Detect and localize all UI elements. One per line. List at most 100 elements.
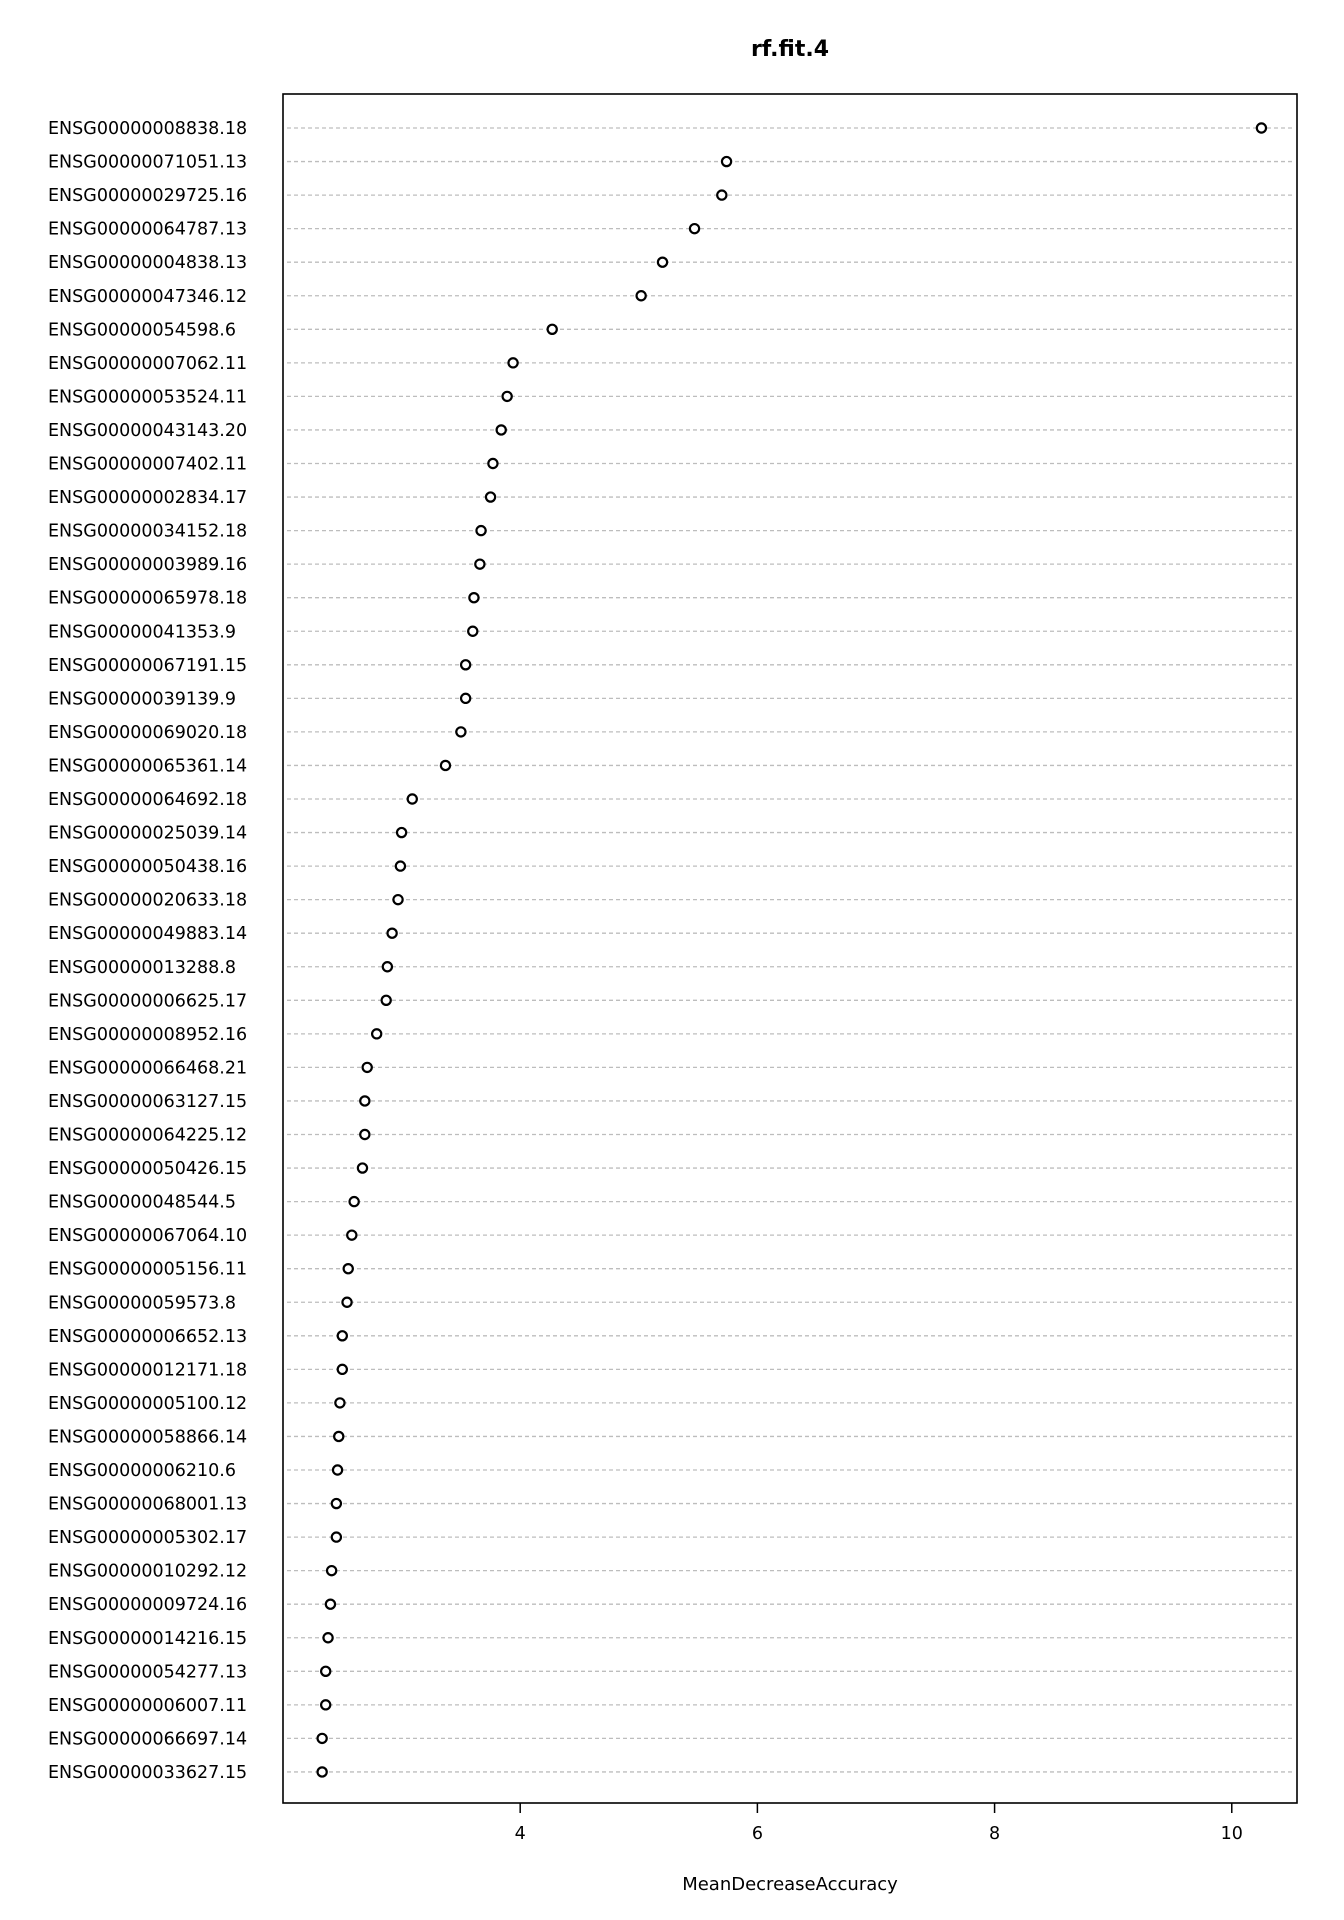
data-point — [346, 1229, 358, 1241]
category-label: ENSG00000008838.18 — [48, 119, 247, 139]
category-label: ENSG00000065978.18 — [48, 589, 247, 609]
category-label: ENSG00000058866.14 — [48, 1427, 247, 1447]
data-point — [656, 256, 669, 268]
category-label: ENSG00000029725.16 — [48, 186, 247, 206]
category-label: ENSG00000005302.17 — [48, 1528, 247, 1548]
data-point — [361, 1061, 373, 1074]
data-point — [475, 524, 487, 537]
data-point — [356, 1162, 369, 1174]
x-tick-label: 8 — [989, 1824, 1000, 1844]
data-point — [688, 222, 701, 235]
data-point — [334, 1397, 346, 1409]
data-point — [474, 558, 486, 570]
category-label: ENSG00000004838.13 — [48, 253, 247, 273]
category-label: ENSG00000067191.15 — [48, 656, 247, 676]
category-label: ENSG00000054598.6 — [48, 320, 236, 340]
data-point — [316, 1732, 328, 1745]
data-point — [507, 357, 519, 369]
data-point — [720, 155, 733, 168]
x-tick-label: 10 — [1221, 1824, 1243, 1844]
data-point — [370, 1028, 383, 1040]
category-label: ENSG00000066468.21 — [48, 1058, 247, 1078]
category-label: ENSG00000050438.16 — [48, 857, 247, 877]
category-label: ENSG00000068001.13 — [48, 1495, 247, 1515]
data-point — [330, 1497, 343, 1510]
data-point — [459, 692, 472, 705]
category-label: ENSG00000033627.15 — [48, 1763, 247, 1783]
data-point — [386, 927, 398, 939]
category-label: ENSG00000020633.18 — [48, 891, 247, 911]
data-point — [501, 390, 513, 403]
data-point — [495, 424, 507, 436]
category-label: ENSG00000014216.15 — [48, 1629, 247, 1649]
data-point — [319, 1665, 332, 1678]
category-label: ENSG00000053524.11 — [48, 387, 247, 407]
data-point — [341, 1296, 353, 1308]
data-point — [348, 1195, 360, 1208]
data-point — [325, 1564, 338, 1577]
data-point — [331, 1464, 344, 1476]
category-label: ENSG00000041353.9 — [48, 622, 236, 642]
category-label: ENSG00000064225.12 — [48, 1126, 247, 1146]
category-label: ENSG00000006652.13 — [48, 1327, 247, 1347]
category-label: ENSG00000006007.11 — [48, 1696, 247, 1716]
data-point — [455, 726, 467, 738]
category-label: ENSG00000069020.18 — [48, 723, 247, 743]
data-point — [342, 1262, 354, 1275]
data-point — [336, 1330, 348, 1342]
data-point — [322, 1632, 334, 1644]
category-label: ENSG00000064692.18 — [48, 790, 247, 810]
category-label: ENSG00000025039.14 — [48, 824, 247, 844]
data-point — [359, 1095, 371, 1107]
category-labels: ENSG00000008838.18 ENSG00000071051.13 ENSG… — [48, 119, 247, 1783]
category-label: ENSG00000071051.13 — [48, 153, 247, 173]
plot-frame — [282, 93, 1298, 1804]
category-label: ENSG00000005100.12 — [48, 1394, 247, 1414]
category-label: ENSG00000009724.16 — [48, 1595, 247, 1615]
x-tick-label: 6 — [752, 1824, 763, 1844]
category-label: ENSG00000050426.15 — [48, 1159, 247, 1179]
data-point — [635, 290, 647, 302]
data-point — [467, 625, 479, 637]
category-label: ENSG00000007062.11 — [48, 354, 247, 374]
data-point — [406, 793, 418, 805]
category-label: ENSG00000005156.11 — [48, 1260, 247, 1280]
data-point — [394, 860, 407, 872]
category-label: ENSG00000003989.16 — [48, 555, 247, 575]
data-point — [319, 1699, 332, 1711]
category-label: ENSG00000067064.10 — [48, 1226, 247, 1246]
data-point — [330, 1531, 343, 1543]
category-label: ENSG00000054277.13 — [48, 1662, 247, 1682]
data-point — [392, 893, 404, 906]
category-label: ENSG00000013288.8 — [48, 958, 236, 978]
category-label: ENSG00000006625.17 — [48, 991, 247, 1011]
data-point — [316, 1766, 328, 1778]
category-label: ENSG00000010292.12 — [48, 1562, 247, 1582]
data-point — [439, 759, 452, 772]
category-label: ENSG00000059573.8 — [48, 1293, 236, 1313]
category-label: ENSG00000008952.16 — [48, 1025, 247, 1045]
category-label: ENSG00000048544.5 — [48, 1193, 236, 1213]
data-point — [546, 323, 558, 335]
data-point — [359, 1128, 371, 1141]
chart-title: rf.fit.4 — [751, 37, 829, 62]
category-label: ENSG00000047346.12 — [48, 287, 247, 307]
category-label: ENSG00000034152.18 — [48, 522, 247, 542]
category-label: ENSG00000049883.14 — [48, 924, 247, 944]
data-point — [380, 994, 392, 1007]
data-point — [716, 189, 728, 201]
category-label: ENSG00000043143.20 — [48, 421, 247, 441]
data-point — [1255, 122, 1268, 134]
data-point — [484, 491, 497, 503]
data-point — [381, 961, 394, 973]
data-point — [468, 592, 480, 604]
category-label: ENSG00000063127.15 — [48, 1092, 247, 1112]
category-label: ENSG00000066697.14 — [48, 1729, 247, 1749]
x-axis: 4 6 8 10 — [515, 1803, 1243, 1844]
category-label: ENSG00000002834.17 — [48, 488, 247, 508]
category-label: ENSG00000065361.14 — [48, 756, 247, 776]
category-label: ENSG00000064787.13 — [48, 220, 247, 240]
grid-lines — [287, 127, 1295, 1773]
category-label: ENSG00000012171.18 — [48, 1360, 247, 1380]
